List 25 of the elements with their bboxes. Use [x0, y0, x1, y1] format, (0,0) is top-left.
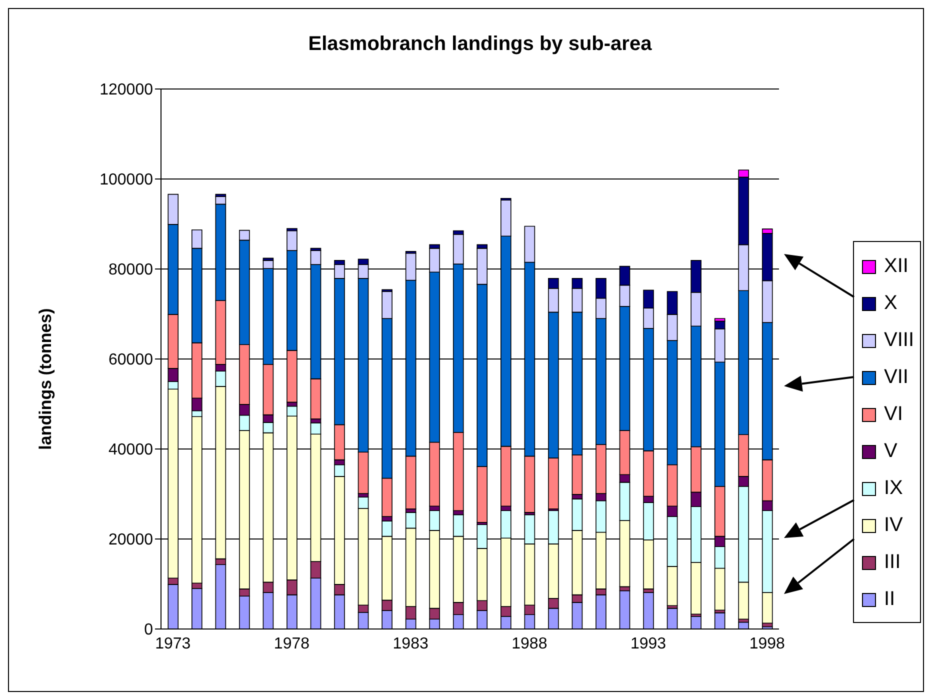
legend-label: XII	[884, 255, 908, 278]
legend-label: VI	[884, 403, 903, 426]
legend-label: IX	[884, 477, 903, 500]
x-tick-label: 1973	[155, 635, 191, 652]
y-tick-label: 40000	[108, 442, 154, 459]
y-tick-label: 0	[144, 622, 154, 639]
legend-label: II	[884, 588, 896, 611]
y-tick-label: 120000	[100, 82, 154, 99]
y-tick-label: 60000	[108, 352, 154, 369]
legend-label: VII	[884, 366, 908, 389]
legend-label: VIII	[884, 329, 914, 352]
x-tick-label: 1978	[274, 635, 310, 652]
x-tick-label: 1988	[512, 635, 548, 652]
x-tick-label: 1998	[749, 635, 786, 652]
y-tick-label: 80000	[108, 262, 154, 279]
y-tick-label: 100000	[100, 172, 154, 189]
legend-label: IV	[884, 514, 903, 537]
legend-label: V	[884, 440, 898, 463]
y-tick-label: 20000	[108, 532, 154, 549]
legend-label: III	[884, 551, 901, 574]
x-tick-label: 1983	[392, 635, 428, 652]
y-axis-title: landings (tonnes)	[36, 308, 56, 450]
chart-title: Elasmobranch landings by sub-area	[307, 33, 653, 56]
x-tick-label: 1993	[630, 635, 666, 652]
legend-label: X	[884, 292, 898, 315]
